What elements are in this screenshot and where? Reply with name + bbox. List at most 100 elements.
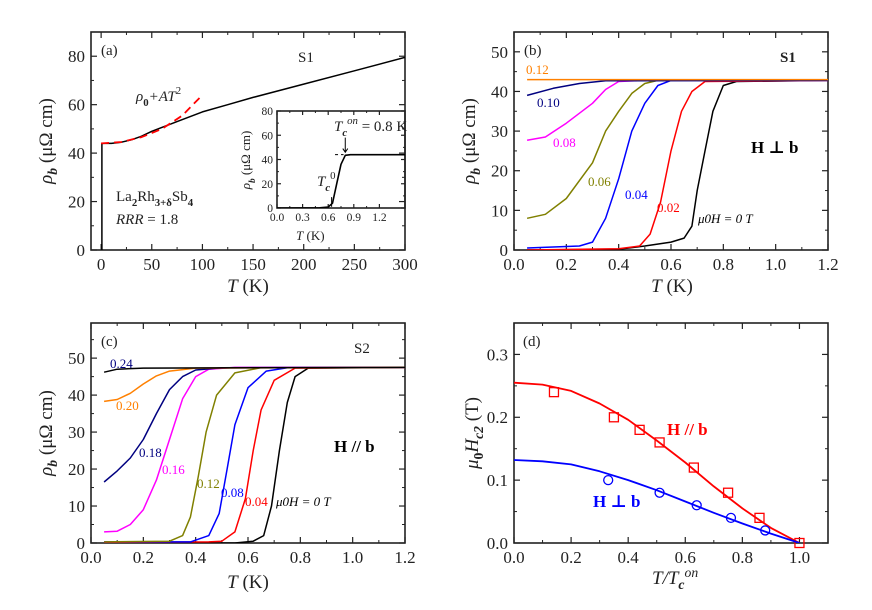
tc-onset-label-part: = 0.8 K (358, 119, 407, 135)
x-tick-label: 300 (392, 255, 418, 274)
panel-label: (a) (101, 43, 118, 59)
fit-label-part: 0 (143, 97, 148, 109)
panel-label: (c) (101, 334, 118, 350)
series-label: 0.16 (162, 462, 185, 477)
series-line-1 (527, 79, 828, 250)
series-line-5 (526, 79, 828, 97)
rrr-label: RRR = 1.8 (115, 212, 178, 228)
material-label: La2Rh3+δSb4 (116, 189, 194, 209)
rrr-label-part: RRR (115, 212, 144, 228)
x-axis-title: T (K) (651, 276, 693, 297)
data-point-circle (760, 525, 771, 536)
y-tick-label: 80 (262, 106, 274, 118)
y-axis-title-part: ρ (36, 175, 57, 185)
inset: 0.0 0.3 0.6 0.9 1.2 0 20 40 60 80 (262, 106, 406, 224)
series-line-fit (101, 94, 204, 145)
tc-zero-label: Tc0 (317, 170, 336, 194)
x-tick-label: 50 (143, 255, 160, 274)
tc-onset-label-part: c (342, 127, 347, 139)
x-tick-label: 1.2 (817, 255, 838, 274)
y-axis-title-part: 0 (471, 452, 486, 459)
series-label: 0.12 (526, 62, 549, 77)
data-point-square (634, 424, 645, 436)
sample-label: S2 (354, 341, 370, 357)
x-tick-label: 0.8 (713, 255, 734, 274)
y-tick-label: 60 (68, 96, 85, 115)
series-label: 0.08 (221, 485, 244, 500)
x-tick-label: 0.6 (321, 212, 336, 224)
fit-line-1 (514, 459, 800, 543)
fit-line-0 (514, 381, 800, 543)
field-direction-label: H // b (334, 437, 375, 456)
fit-label-part: 2 (176, 85, 181, 97)
tc-zero-label-part: T (317, 174, 327, 190)
data-point-square (608, 412, 620, 423)
series-line-5 (103, 366, 405, 483)
series-label-parallel: H // b (667, 420, 708, 439)
y-tick-label: 40 (68, 144, 85, 163)
data-point-circle (654, 487, 665, 498)
y-axis-title-part: H (462, 438, 483, 454)
inset-x-axis-title: T (K) (296, 228, 325, 243)
y-axis-title: ρb (μΩ cm) (36, 390, 60, 477)
series-line-3 (526, 79, 828, 220)
tc-onset-label: Tcon = 0.8 K (334, 115, 407, 139)
series-line-4 (526, 79, 828, 141)
y-tick-label: 0 (77, 534, 86, 553)
series-label: μ0H = 0 T (275, 494, 331, 509)
inset-y-axis-title-part: (μΩ cm) (238, 131, 253, 179)
series-label: 0.24 (110, 356, 133, 371)
x-axis-title: T/Tcon (652, 565, 698, 592)
inset-y-axis-title: ρb (μΩ cm) (238, 131, 258, 191)
x-axis-title-part: T/T (652, 568, 680, 589)
x-tick-label: 200 (291, 255, 317, 274)
series-label: 0.10 (537, 95, 560, 110)
inset-y-axis-title-part: b (248, 178, 258, 183)
series-line-3 (104, 366, 405, 543)
series-label: 0.04 (245, 494, 268, 509)
data-point-circle (691, 500, 702, 511)
fit-label: ρ0+AT2 (135, 85, 181, 109)
y-axis-title-part: b (468, 168, 483, 175)
y-axis-title: ρb (μΩ cm) (36, 98, 60, 185)
y-tick-label: 0.3 (487, 345, 508, 364)
x-tick-label: 0.9 (347, 212, 362, 224)
material-label-part: 3+δ (155, 197, 173, 209)
series-label: 0.06 (588, 174, 611, 189)
x-tick-label: 0.8 (290, 548, 311, 567)
y-tick-label: 40 (68, 386, 85, 405)
x-tick-label: 100 (190, 255, 216, 274)
y-tick-label: 20 (491, 162, 508, 181)
y-axis-title: ρb (μΩ cm) (459, 98, 483, 185)
x-axis-title-part: (K) (238, 572, 269, 593)
x-tick-label: 0 (97, 255, 106, 274)
x-tick-label: 0.0 (503, 255, 524, 274)
x-tick-label: 0.4 (608, 255, 630, 274)
y-axis-title-part: ρ (459, 175, 480, 185)
x-tick-label: 0.2 (556, 255, 577, 274)
inset-series-line (277, 153, 405, 208)
y-tick-label: 20 (68, 193, 85, 212)
x-axis-title-part: T (651, 276, 663, 297)
series-line-2 (104, 366, 405, 543)
panel-d: 0.0 0.2 0.4 0.6 0.8 1.0 0.0 0.1 0.2 0.3 (487, 322, 829, 567)
x-tick-label: 0.8 (732, 548, 753, 567)
series-label: 0.18 (139, 445, 162, 460)
series-line-2 (527, 79, 828, 249)
x-tick-label: 1.2 (394, 548, 415, 567)
x-axis-title-part: on (685, 565, 699, 580)
series-label-perpendicular: H ⊥ b (593, 492, 641, 511)
panel-b: 0.0 0.2 0.4 0.6 0.8 1.0 1.2 0 10 20 30 40 50 (491, 31, 839, 274)
data-point-square (722, 487, 734, 498)
x-tick-label: 0.2 (133, 548, 154, 567)
y-tick-label: 50 (68, 349, 85, 368)
x-tick-label: 1.0 (765, 255, 786, 274)
material-label-part: La (116, 189, 132, 205)
y-tick-label: 0.1 (487, 471, 508, 490)
x-tick-label: 0.4 (185, 548, 207, 567)
x-tick-label: 0.2 (560, 548, 581, 567)
data-point-circle (725, 512, 737, 524)
x-tick-label: 150 (240, 255, 266, 274)
series-label: 0.20 (116, 398, 139, 413)
y-tick-label: 60 (262, 130, 274, 142)
